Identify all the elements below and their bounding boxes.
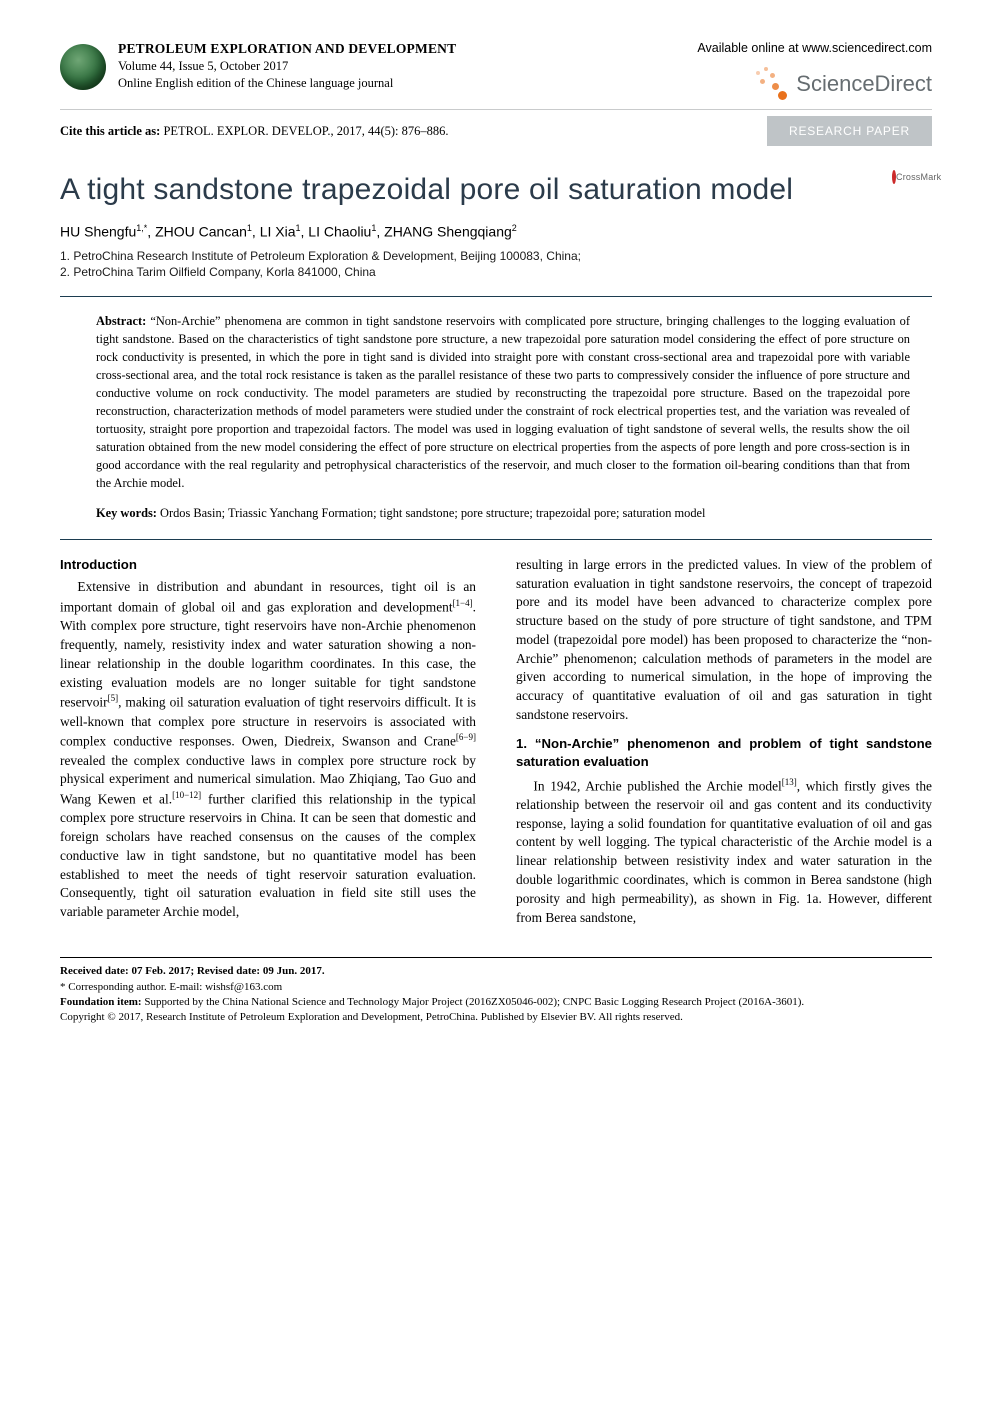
keywords-text: Ordos Basin; Triassic Yanchang Formation… [160, 506, 705, 520]
journal-meta: PETROLEUM EXPLORATION AND DEVELOPMENT Vo… [118, 40, 685, 92]
sciencedirect-dots-icon [752, 65, 790, 103]
cite-body: PETROL. EXPLOR. DEVELOP., 2017, 44(5): 8… [163, 124, 448, 138]
rule-bottom [60, 539, 932, 540]
sec1-p2a: In 1942, Archie published the Archie mod… [533, 778, 781, 793]
author-4-name: LI Chaoliu [308, 224, 371, 240]
author-3-name: LI Xia [260, 224, 296, 240]
author-1-mark: 1,* [136, 223, 147, 233]
cite-1-4: [1−4] [453, 598, 473, 608]
intro-continued: resulting in large errors in the predict… [516, 556, 932, 725]
body-columns: Introduction Extensive in distribution a… [60, 556, 932, 927]
cite-6-9: [6−9] [456, 732, 476, 742]
abstract-paragraph: Abstract: “Non-Archie” phenomena are com… [96, 313, 910, 493]
intro-p1e: further clarified this relationship in t… [60, 792, 476, 920]
article-title-wrap: A tight sandstone trapezoidal pore oil s… [60, 172, 932, 208]
received-text: Received date: 07 Feb. 2017; Revised dat… [60, 965, 325, 977]
received-line: Received date: 07 Feb. 2017; Revised dat… [60, 964, 932, 979]
journal-volume-issue: Volume 44, Issue 5, October 2017 [118, 58, 685, 75]
affiliation-2: 2. PetroChina Tarim Oilfield Company, Ko… [60, 264, 932, 280]
sciencedirect-logo: ScienceDirect [697, 65, 932, 103]
cite-row: Cite this article as: PETROL. EXPLOR. DE… [60, 116, 932, 146]
journal-edition-note: Online English edition of the Chinese la… [118, 75, 685, 92]
left-column: Introduction Extensive in distribution a… [60, 556, 476, 927]
header-band: PETROLEUM EXPLORATION AND DEVELOPMENT Vo… [60, 40, 932, 103]
foundation-line: Foundation item: Supported by the China … [60, 995, 932, 1010]
research-paper-badge: RESEARCH PAPER [767, 116, 932, 146]
journal-logo-icon [60, 44, 106, 90]
cite-text: Cite this article as: PETROL. EXPLOR. DE… [60, 123, 449, 140]
section-1-paragraph: In 1942, Archie published the Archie mod… [516, 776, 932, 928]
abstract-text: “Non-Archie” phenomena are common in tig… [96, 314, 910, 490]
intro-p1b: . With complex pore structure, tight res… [60, 600, 476, 710]
cite-10-12: [10−12] [172, 790, 201, 800]
cite-13: [13] [782, 777, 797, 787]
copyright-line: Copyright © 2017, Research Institute of … [60, 1010, 932, 1025]
crossmark-label: CrossMark [896, 172, 941, 182]
authors-line: HU Shengfu1,*, ZHOU Cancan1, LI Xia1, LI… [60, 222, 932, 242]
cite-5: [5] [108, 693, 119, 703]
corresponding-author: * Corresponding author. E-mail: wishsf@1… [60, 980, 932, 995]
right-column: resulting in large errors in the predict… [516, 556, 932, 927]
sciencedirect-label: ScienceDirect [796, 69, 932, 99]
author-4-mark: 1 [371, 223, 376, 233]
journal-title: PETROLEUM EXPLORATION AND DEVELOPMENT [118, 40, 685, 58]
keywords-label: Key words: [96, 506, 157, 520]
crossmark-badge[interactable]: CrossMark [892, 172, 932, 183]
article-title: A tight sandstone trapezoidal pore oil s… [60, 172, 793, 208]
intro-p1c: , making oil saturation evaluation of ti… [60, 695, 476, 749]
crossmark-icon [892, 170, 896, 184]
keywords-line: Key words: Ordos Basin; Triassic Yanchan… [96, 505, 910, 523]
author-5-mark: 2 [512, 223, 517, 233]
intro-p1a: Extensive in distribution and abundant i… [60, 579, 476, 614]
rule-top [60, 296, 932, 297]
intro-heading: Introduction [60, 556, 476, 574]
availability-text: Available online at www.sciencedirect.co… [697, 40, 932, 57]
cite-prefix: Cite this article as: [60, 124, 160, 138]
availability-block: Available online at www.sciencedirect.co… [697, 40, 932, 103]
intro-paragraph: Extensive in distribution and abundant i… [60, 578, 476, 922]
author-1-name: HU Shengfu [60, 224, 136, 240]
author-2-name: ZHOU Cancan [155, 224, 247, 240]
author-5-name: ZHANG Shengqiang [384, 224, 512, 240]
section-1-heading: 1. “Non-Archie” phenomenon and problem o… [516, 735, 932, 772]
foundation-label: Foundation item: [60, 996, 142, 1008]
author-3-mark: 1 [296, 223, 301, 233]
right-p1: resulting in large errors in the predict… [516, 557, 932, 722]
abstract-block: Abstract: “Non-Archie” phenomena are com… [60, 313, 932, 523]
affiliation-1: 1. PetroChina Research Institute of Petr… [60, 248, 932, 264]
author-2-mark: 1 [247, 223, 252, 233]
footer-block: Received date: 07 Feb. 2017; Revised dat… [60, 957, 932, 1026]
foundation-text: Supported by the China National Science … [142, 996, 805, 1008]
sec1-p2b: , which firstly gives the relationship b… [516, 778, 932, 924]
thin-divider [60, 109, 932, 110]
abstract-label: Abstract: [96, 314, 146, 328]
